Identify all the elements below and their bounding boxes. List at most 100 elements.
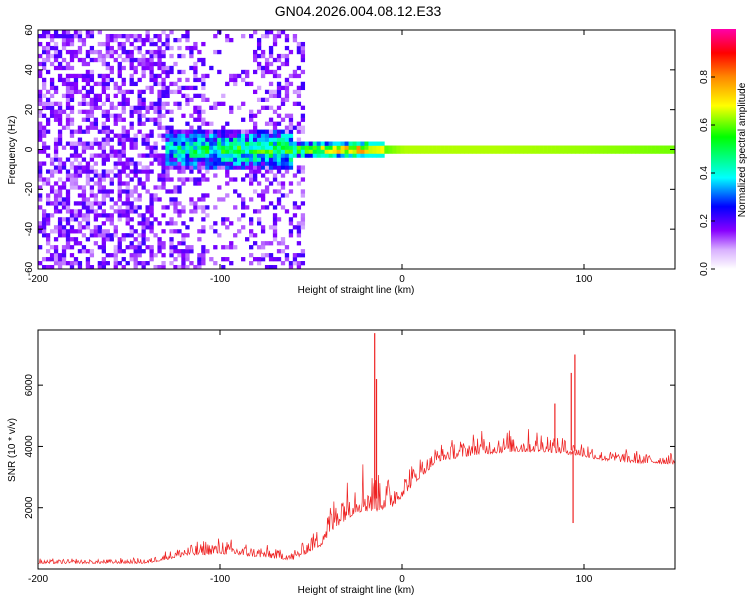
heatmap-cell xyxy=(93,229,99,234)
heatmap-cell xyxy=(205,145,210,150)
heatmap-cell xyxy=(157,61,162,67)
heatmap-cell xyxy=(535,145,540,150)
heatmap-cell xyxy=(288,221,294,226)
heatmap-cell xyxy=(173,185,178,190)
heatmap-cell xyxy=(320,153,325,158)
heatmap-cell xyxy=(225,153,230,158)
heatmap-cell xyxy=(201,109,206,114)
heatmap-cell xyxy=(77,165,83,170)
heatmap-cell xyxy=(117,113,122,118)
heatmap-cell xyxy=(157,173,162,178)
heatmap-cell xyxy=(169,177,174,182)
heatmap-cell xyxy=(627,145,632,150)
heatmap-cell xyxy=(292,125,298,130)
heatmap-cell xyxy=(137,161,142,166)
heatmap-cell xyxy=(38,129,43,134)
heatmap-cell xyxy=(280,249,286,254)
heatmap-cell xyxy=(272,33,278,39)
heatmap-cell xyxy=(129,61,134,67)
heatmap-cell xyxy=(137,205,142,210)
heatmap-cell xyxy=(225,37,230,43)
heatmap-cell xyxy=(169,117,174,122)
heatmap-cell xyxy=(328,141,333,146)
heatmap-cell xyxy=(264,241,270,246)
heatmap-cell xyxy=(97,153,102,158)
heatmap-cell xyxy=(89,229,95,234)
heatmap-cell xyxy=(264,141,270,146)
x-tick-label: -100 xyxy=(210,274,230,285)
heatmap-cell xyxy=(125,209,130,214)
heatmap-cell xyxy=(85,141,91,146)
heatmap-cell xyxy=(105,33,110,39)
heatmap-cell xyxy=(65,85,71,91)
heatmap-cell xyxy=(153,41,158,47)
heatmap-cell xyxy=(539,149,544,154)
heatmap-cell xyxy=(177,129,182,134)
heatmap-cell xyxy=(237,161,242,166)
heatmap-cell xyxy=(117,161,122,166)
heatmap-cell xyxy=(268,137,274,142)
heatmap-cell xyxy=(125,173,130,178)
heatmap-cell xyxy=(252,30,258,35)
heatmap-cell xyxy=(81,37,87,43)
heatmap-cell xyxy=(169,145,174,150)
heatmap-cell xyxy=(101,129,106,134)
x-tick-label: 100 xyxy=(576,574,593,585)
heatmap-cell xyxy=(105,37,110,43)
heatmap-cell xyxy=(145,153,150,158)
heatmap-cell xyxy=(121,33,126,39)
heatmap-cell xyxy=(221,217,226,222)
heatmap-cell xyxy=(89,265,95,270)
heatmap-cell xyxy=(133,185,138,190)
heatmap-cell xyxy=(117,141,122,146)
heatmap-cell xyxy=(288,81,294,87)
heatmap-cell xyxy=(97,181,102,186)
heatmap-cell xyxy=(105,133,110,138)
heatmap-cell xyxy=(181,69,186,75)
heatmap-cell xyxy=(169,245,174,250)
heatmap-cell xyxy=(292,153,298,158)
heatmap-cell xyxy=(268,61,274,67)
heatmap-cell xyxy=(272,177,278,182)
heatmap-cell xyxy=(659,145,664,150)
heatmap-cell xyxy=(141,153,146,158)
heatmap-cell xyxy=(81,249,87,254)
heatmap-cell xyxy=(89,165,95,170)
heatmap-cell xyxy=(233,73,238,79)
heatmap-cell xyxy=(57,225,63,230)
heatmap-cell xyxy=(460,149,465,154)
heatmap-cell xyxy=(288,265,294,270)
heatmap-cell xyxy=(296,165,302,170)
heatmap-cell xyxy=(643,145,648,150)
heatmap-cell xyxy=(89,45,95,51)
heatmap-cell xyxy=(49,157,55,162)
heatmap-cell xyxy=(328,149,333,154)
heatmap-cell xyxy=(197,117,202,122)
heatmap-cell xyxy=(38,133,43,138)
heatmap-cell xyxy=(65,65,71,71)
heatmap-cell xyxy=(280,241,286,246)
heatmap-cell xyxy=(141,133,146,138)
heatmap-cell xyxy=(45,89,51,95)
heatmap-cell xyxy=(129,73,134,79)
heatmap-cell xyxy=(113,265,118,270)
heatmap-cell xyxy=(360,153,365,158)
heatmap-cell xyxy=(101,193,106,198)
heatmap-cell xyxy=(288,229,294,234)
heatmap-cell xyxy=(141,97,146,102)
heatmap-cell xyxy=(117,237,122,242)
heatmap-cell xyxy=(388,149,393,154)
heatmap-cell xyxy=(85,221,91,226)
heatmap-cell xyxy=(101,141,106,146)
heatmap-cell xyxy=(93,161,99,166)
heatmap-cell xyxy=(49,101,55,106)
heatmap-cell xyxy=(185,97,190,102)
heatmap-cell xyxy=(272,129,278,134)
heatmap-cell xyxy=(340,145,345,150)
heatmap-cell xyxy=(177,45,182,51)
heatmap-cell xyxy=(205,121,210,126)
heatmap-cell xyxy=(241,149,246,154)
heatmap-cell xyxy=(276,141,282,146)
heatmap-cell xyxy=(173,61,178,67)
heatmap-cell xyxy=(201,137,206,142)
